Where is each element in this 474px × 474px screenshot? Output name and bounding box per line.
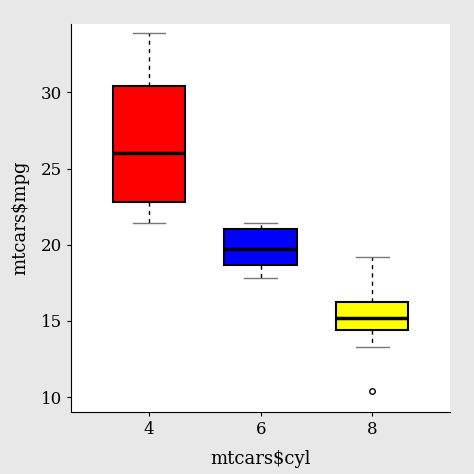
Bar <box>113 86 185 202</box>
Bar <box>336 302 409 330</box>
Bar <box>225 229 297 265</box>
Y-axis label: mtcars$mpg: mtcars$mpg <box>12 161 30 275</box>
X-axis label: mtcars$cyl: mtcars$cyl <box>210 449 311 467</box>
